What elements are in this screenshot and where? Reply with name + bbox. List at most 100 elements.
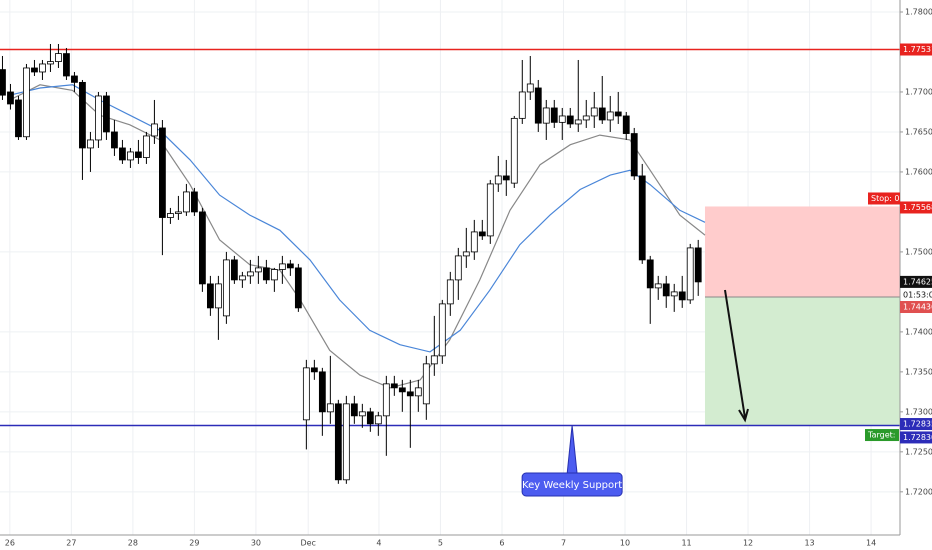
candle-body [406,391,414,397]
candle-body [103,95,110,133]
x-tick-label: 13 [804,539,814,548]
candle-body [262,267,270,281]
candle-body [542,107,550,124]
candle-body [494,175,502,185]
target-label: Target: [867,431,895,440]
candle-body [414,387,422,397]
y-tick-label: 1.76000 [905,167,932,176]
candle-body [31,67,38,73]
candle-body [614,111,622,117]
candle-body [606,111,614,121]
candle-body [502,175,510,181]
x-tick-label: 7 [561,539,566,548]
candle-body [574,119,582,125]
candle-body [39,63,46,73]
support-price-label-bg [900,431,932,444]
moving-average [9,84,706,353]
candle-body [175,211,182,214]
candle-body [478,231,486,237]
candle-body [470,231,478,253]
x-tick-label: 30 [251,539,261,548]
candle-body [366,411,374,425]
last-price-label: 1.74625 [903,277,932,286]
candle-body [71,75,78,83]
x-tick-label: 26 [5,539,15,548]
candle-body [646,259,654,289]
candle-body [526,83,534,93]
y-tick-label: 1.76500 [905,127,932,136]
callout-box [521,472,623,497]
trade-arrow-head [738,408,749,423]
candle-body [342,403,350,481]
candle-body [127,151,134,161]
x-tick-label: 29 [189,539,199,548]
candle-body [390,383,398,389]
candle-body [622,115,630,134]
candle-body [23,67,30,138]
x-tick-label: 5 [438,539,443,548]
candle-body [79,81,86,149]
candle-body [398,387,406,393]
x-tick-label: 27 [66,539,76,548]
candle-body [686,247,694,301]
candle-body [678,291,686,301]
x-tick-label: 12 [743,539,753,548]
candle-body [334,403,342,481]
candle-body [143,135,150,158]
candle-body [119,147,126,161]
candle-body [374,415,382,425]
y-tick-label: 1.74000 [905,327,932,336]
target-zone [704,297,900,426]
candle-body [198,211,206,285]
candle-body [566,115,574,125]
candle-body [358,411,366,417]
candle-body [190,191,198,213]
candle-body [382,383,390,417]
candle-body [294,267,302,309]
y-tick-label: 1.72500 [905,447,932,456]
resistance-label-bg [900,43,932,56]
candle-body [326,403,334,413]
candle-body [598,107,606,121]
y-tick-label: 1.72000 [905,487,932,496]
candle-body [430,355,438,365]
candle-body [638,175,646,261]
last-price-label-bg [900,275,932,288]
candle-body [350,403,358,417]
candle-body [590,107,598,117]
candle-body [302,367,310,421]
candle-body [446,279,454,305]
countdown: 01:53:04 [903,290,932,299]
candle-body [438,303,446,357]
stop-price-label-bg [900,201,932,214]
target-price-label: 1.72835 [903,420,932,429]
stop-zone [704,206,900,298]
candle-body [254,267,262,273]
candle-body [422,363,430,405]
x-tick-label: 4 [376,539,381,548]
candle-body [15,99,22,138]
candle-body [222,259,230,317]
candle-body [558,115,566,123]
x-tick-label: 14 [866,539,876,548]
price-axis-bg [900,0,932,550]
candle-body [214,283,222,309]
candle-body [582,115,590,121]
candle-body [63,53,70,77]
candle-body [486,183,494,237]
x-tick-label: 28 [128,539,138,548]
y-tick-label: 1.73000 [905,407,932,416]
candle-body [95,95,102,141]
candle-body [318,371,326,413]
entry-price-label-bg [900,301,932,314]
moving-average [9,84,706,389]
candle-body [310,367,318,373]
candle-body [206,283,214,309]
candle-body [550,107,558,123]
trade-arrow [724,289,746,419]
stop-label-bg [868,192,900,205]
candle-body [462,251,470,257]
axes: 26 27 28 29 30 Dec 4 5 6 7 10 11 12 13 14 1.78000 1.7700… [5,7,932,548]
